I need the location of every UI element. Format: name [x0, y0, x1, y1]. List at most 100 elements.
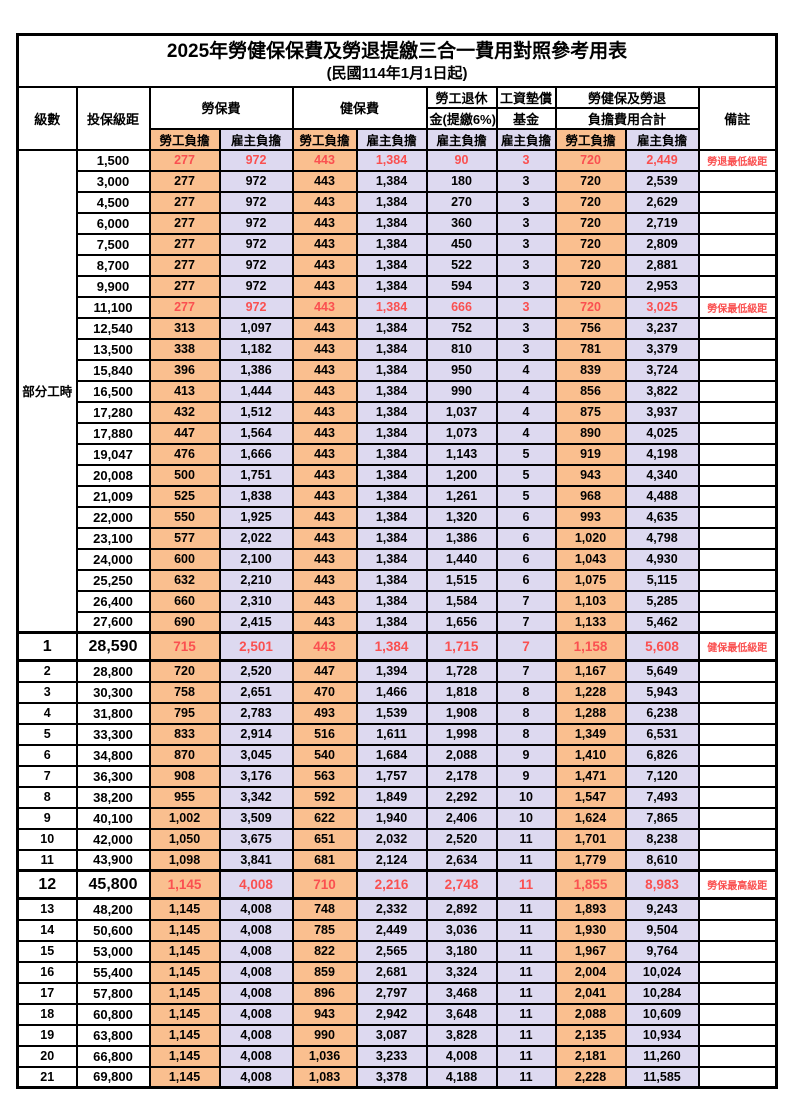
- pension_er-cell: 1,584: [425, 589, 498, 613]
- total_emp-cell: 1,228: [554, 680, 627, 704]
- labor_er-cell: 2,022: [218, 526, 294, 550]
- health_emp-cell: 443: [291, 295, 358, 319]
- total_emp-cell: 1,167: [554, 659, 627, 683]
- health_er-cell: 2,681: [355, 960, 428, 984]
- pension_er-cell: 2,634: [425, 848, 498, 872]
- total_emp-cell: 720: [554, 169, 627, 193]
- health_er-cell: 1,384: [355, 295, 428, 319]
- health_emp-cell: 443: [291, 631, 358, 663]
- table-row: 22,000 550 1,925 443 1,384 1,320 6 993 4,635: [18, 505, 778, 529]
- health_emp-cell: 681: [291, 848, 358, 872]
- table-row: 12 45,800 1,145 4,008 710 2,216 2,748 11 1,855 8,…: [16, 869, 778, 901]
- table-row: 17 57,800 1,145 4,008 896 2,797 3,468 11 2,041 10…: [16, 981, 778, 1005]
- health_er-cell: 1,757: [355, 764, 428, 788]
- labor_er-cell: 1,182: [218, 337, 294, 361]
- labor_er-cell: 4,008: [218, 1044, 294, 1068]
- health_er-cell: 1,384: [355, 169, 428, 193]
- health_er-cell: 1,384: [355, 631, 428, 663]
- total_er-cell: 8,610: [624, 848, 700, 872]
- table-body: 部分工時 1,500 277 972 443 1,384 90 3 720 2,449 勞退最低級距…: [16, 148, 778, 1089]
- health_er-cell: 2,942: [355, 1002, 428, 1026]
- fund_er-cell: 11: [495, 1002, 557, 1026]
- fund_er-cell: 4: [495, 400, 557, 424]
- table-row: 6,000 277 972 443 1,384 360 3 720 2,719: [18, 211, 778, 235]
- labor_emp-cell: 447: [148, 421, 221, 445]
- fund_er-cell: 11: [495, 1044, 557, 1068]
- fund_er-cell: 3: [495, 148, 557, 172]
- labor_emp-cell: 277: [148, 295, 221, 319]
- pension_er-cell: 1,656: [425, 610, 498, 634]
- health_er-cell: 1,384: [355, 400, 428, 424]
- labor_emp-cell: 870: [148, 743, 221, 767]
- note-cell: [697, 421, 778, 445]
- health_er-cell: 1,384: [355, 526, 428, 550]
- total_emp-cell: 1,547: [554, 785, 627, 809]
- premium-reference-table: 2025年勞健保保費及勞退提繳三合一費用對照參考用表 (民國114年1月1日起)…: [16, 33, 779, 1090]
- pension_er-cell: 1,440: [425, 547, 498, 571]
- parttime-merged-cell: 部分工時: [16, 148, 78, 634]
- health_er-cell: 2,124: [355, 848, 428, 872]
- health_emp-cell: 470: [291, 680, 358, 704]
- total_emp-cell: 943: [554, 463, 627, 487]
- note-cell: 健保最低級距: [697, 631, 778, 663]
- bracket-cell: 6,000: [75, 211, 151, 235]
- health_emp-cell: 443: [291, 421, 358, 445]
- total_er-cell: 2,629: [624, 190, 700, 214]
- pension_er-cell: 1,073: [425, 421, 498, 445]
- fund_er-cell: 3: [495, 190, 557, 214]
- bracket-cell: 26,400: [75, 589, 151, 613]
- table-row: 部分工時 1,500 277 972 443 1,384 90 3 720 2,449 勞退最低級距: [16, 148, 778, 634]
- note-cell: [697, 960, 778, 984]
- labor_emp-cell: 277: [148, 232, 221, 256]
- note-cell: [697, 1023, 778, 1047]
- health_er-cell: 1,384: [355, 463, 428, 487]
- note-cell: [697, 680, 778, 704]
- fund_er-cell: 7: [495, 659, 557, 683]
- pension_er-cell: 666: [425, 295, 498, 319]
- subheader-fund-employer: 雇主負擔: [495, 127, 557, 151]
- bracket-cell: 38,200: [75, 785, 151, 809]
- health_emp-cell: 563: [291, 764, 358, 788]
- labor_emp-cell: 277: [148, 211, 221, 235]
- health_emp-cell: 493: [291, 701, 358, 725]
- bracket-cell: 15,840: [75, 358, 151, 382]
- labor_er-cell: 2,415: [218, 610, 294, 634]
- level-cell: 2: [16, 659, 78, 683]
- health_er-cell: 1,384: [355, 358, 428, 382]
- total_emp-cell: 1,075: [554, 568, 627, 592]
- health_emp-cell: 443: [291, 316, 358, 340]
- total_emp-cell: 1,624: [554, 806, 627, 830]
- total_emp-cell: 1,103: [554, 589, 627, 613]
- total_er-cell: 2,953: [624, 274, 700, 298]
- note-cell: 勞保最低級距: [697, 295, 778, 319]
- health_emp-cell: 447: [291, 659, 358, 683]
- note-cell: [697, 939, 778, 963]
- fund_er-cell: 4: [495, 379, 557, 403]
- labor_er-cell: 972: [218, 253, 294, 277]
- health_emp-cell: 748: [291, 897, 358, 921]
- subheader-health-employee: 勞工負擔: [291, 127, 358, 151]
- pension_er-cell: 1,818: [425, 680, 498, 704]
- table-row: 1 28,590 715 2,501 443 1,384 1,715 7 1,158 5,608 健…: [16, 631, 778, 663]
- health_emp-cell: 443: [291, 589, 358, 613]
- table-row: 19 63,800 1,145 4,008 990 3,087 3,828 11 2,135 10…: [16, 1023, 778, 1047]
- note-cell: [697, 897, 778, 921]
- subheader-labor-employee: 勞工負擔: [148, 127, 221, 151]
- fund_er-cell: 9: [495, 743, 557, 767]
- bracket-cell: 48,200: [75, 897, 151, 921]
- labor_emp-cell: 432: [148, 400, 221, 424]
- health_er-cell: 1,384: [355, 442, 428, 466]
- table-row: 23,100 577 2,022 443 1,384 1,386 6 1,020 4,798: [18, 526, 778, 550]
- total_er-cell: 9,243: [624, 897, 700, 921]
- labor_er-cell: 4,008: [218, 960, 294, 984]
- table-row: 7 36,300 908 3,176 563 1,757 2,178 9 1,471 7,120: [16, 764, 778, 788]
- note-cell: [697, 169, 778, 193]
- health_emp-cell: 443: [291, 190, 358, 214]
- total_er-cell: 11,260: [624, 1044, 700, 1068]
- total_emp-cell: 1,967: [554, 939, 627, 963]
- labor_er-cell: 4,008: [218, 1002, 294, 1026]
- health_emp-cell: 443: [291, 463, 358, 487]
- fund_er-cell: 4: [495, 358, 557, 382]
- total_er-cell: 3,025: [624, 295, 700, 319]
